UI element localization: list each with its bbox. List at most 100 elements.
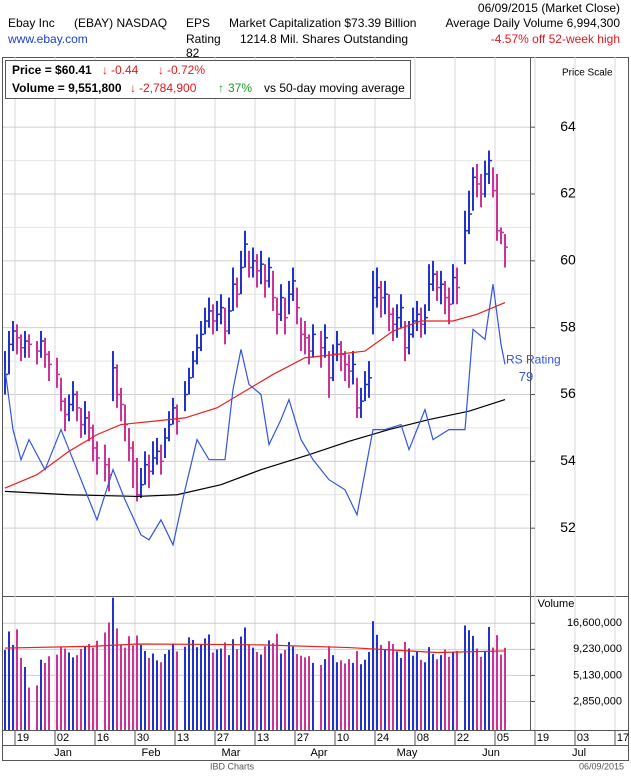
info-box-border bbox=[5, 60, 411, 99]
volume-bar bbox=[64, 648, 66, 730]
x-tick-label: 03 bbox=[577, 732, 589, 744]
volume-bar bbox=[160, 662, 162, 730]
y-tick-label: 9,230,000 bbox=[573, 643, 622, 655]
volume-bar bbox=[44, 662, 46, 730]
volume-bar bbox=[384, 648, 386, 730]
arrow: ↓ bbox=[130, 81, 136, 95]
volume-bar bbox=[124, 647, 126, 730]
volume-bar bbox=[48, 656, 50, 730]
volume-bar bbox=[424, 662, 426, 730]
volume-bar bbox=[56, 654, 58, 730]
line-label: RS Rating bbox=[506, 353, 561, 367]
volume-bar bbox=[412, 655, 414, 730]
volume-bar bbox=[436, 659, 438, 730]
volume-bar bbox=[16, 629, 18, 730]
volume-bar bbox=[204, 638, 206, 730]
volume-bar bbox=[136, 635, 138, 730]
volume-bar bbox=[252, 647, 254, 730]
volume-bar bbox=[352, 662, 354, 730]
volume-bar bbox=[112, 597, 114, 730]
volume-bar bbox=[380, 644, 382, 730]
y-tick-label: 5,130,000 bbox=[573, 669, 622, 681]
volume-bar bbox=[400, 657, 402, 730]
volume-bar bbox=[168, 649, 170, 730]
y-tick-label: 62 bbox=[560, 185, 576, 201]
volume-bar bbox=[304, 657, 306, 730]
volume-bar bbox=[468, 630, 470, 730]
y-tick-label: 52 bbox=[560, 519, 576, 535]
x-tick-label: 10 bbox=[337, 732, 349, 744]
volume-bar bbox=[36, 685, 38, 730]
avg-volume: Average Daily Volume 6,994,300 bbox=[445, 16, 620, 30]
frame-border bbox=[2, 57, 629, 761]
x-tick-label: 27 bbox=[217, 732, 229, 744]
volume-bar bbox=[140, 644, 142, 730]
volume-bar bbox=[356, 650, 358, 730]
volume-bar bbox=[336, 662, 338, 730]
volume-bar bbox=[420, 659, 422, 730]
volume-bar bbox=[232, 639, 234, 730]
volume-bar bbox=[488, 626, 490, 730]
volume-bar bbox=[388, 641, 390, 730]
volume-bar bbox=[296, 654, 298, 730]
x-tick-label: 02 bbox=[57, 732, 69, 744]
volume-bar bbox=[408, 648, 410, 730]
info-box: Price = $60.41 ↓ -0.44 ↓ -0.72% Volume =… bbox=[5, 60, 411, 99]
volume-bar bbox=[104, 632, 106, 730]
volume-bar bbox=[120, 644, 122, 730]
volume-bar bbox=[428, 647, 430, 730]
volume-bar bbox=[464, 625, 466, 730]
volume-bar bbox=[228, 655, 230, 730]
volume-bar bbox=[248, 644, 250, 730]
volume-bar bbox=[504, 647, 506, 730]
plot: 19 02 16 30 13 27 13 27 10 24 08 22 05 19 03 17 Jan Feb Ma… bbox=[3, 57, 629, 759]
footer-source: IBD Charts bbox=[210, 761, 255, 771]
y-tick-label: 16,600,000 bbox=[567, 617, 622, 629]
month-label: May bbox=[397, 747, 418, 759]
month-label: Feb bbox=[142, 747, 161, 759]
price-change-pct: -0.72% bbox=[167, 63, 205, 77]
volume-bar bbox=[4, 649, 6, 730]
month-label: Jan bbox=[54, 747, 72, 759]
volume-bar bbox=[348, 659, 350, 730]
volume-bar bbox=[96, 640, 98, 730]
volume-bar bbox=[172, 643, 174, 730]
volume-bar bbox=[272, 643, 274, 730]
volume-bar bbox=[72, 657, 74, 730]
website[interactable]: www.ebay.com bbox=[7, 32, 88, 46]
volume-bar bbox=[88, 644, 90, 730]
month-label: Jun bbox=[482, 747, 500, 759]
market-cap: Market Capitalization $73.39 Billion bbox=[229, 16, 416, 30]
volume-bar bbox=[416, 651, 418, 730]
volume-bar bbox=[216, 649, 218, 730]
shares: 1214.8 Mil. Shares Outstanding bbox=[240, 32, 408, 46]
volume-bar bbox=[480, 656, 482, 730]
volume-bar bbox=[256, 651, 258, 730]
volume-bar bbox=[184, 646, 186, 730]
volume-bar bbox=[188, 637, 190, 730]
x-tick-label: 17 bbox=[617, 732, 629, 744]
volume-bar bbox=[116, 628, 118, 730]
volume-bar bbox=[496, 635, 498, 730]
volume-bar bbox=[80, 648, 82, 730]
volume-bar bbox=[288, 641, 290, 730]
volume-vs: vs 50-day moving average bbox=[264, 81, 405, 95]
volume-bar bbox=[500, 654, 502, 730]
eps-rating: 82 bbox=[186, 46, 200, 60]
volume-bar bbox=[196, 647, 198, 730]
volume-bar bbox=[404, 641, 406, 730]
volume-bar bbox=[300, 655, 302, 730]
volume-bar bbox=[164, 654, 166, 730]
volume-bar bbox=[132, 645, 134, 730]
volume-bar bbox=[60, 646, 62, 730]
y-tick-label: 60 bbox=[560, 252, 576, 268]
volume-bar bbox=[432, 654, 434, 730]
line-series bbox=[4, 643, 506, 654]
month-label: Apr bbox=[310, 747, 327, 759]
volume-bar bbox=[152, 653, 154, 730]
volume-bar bbox=[396, 651, 398, 730]
volume-bar bbox=[148, 657, 150, 730]
volume-bar bbox=[312, 662, 314, 730]
volume-bar bbox=[68, 652, 70, 730]
volume-bar bbox=[8, 631, 10, 730]
